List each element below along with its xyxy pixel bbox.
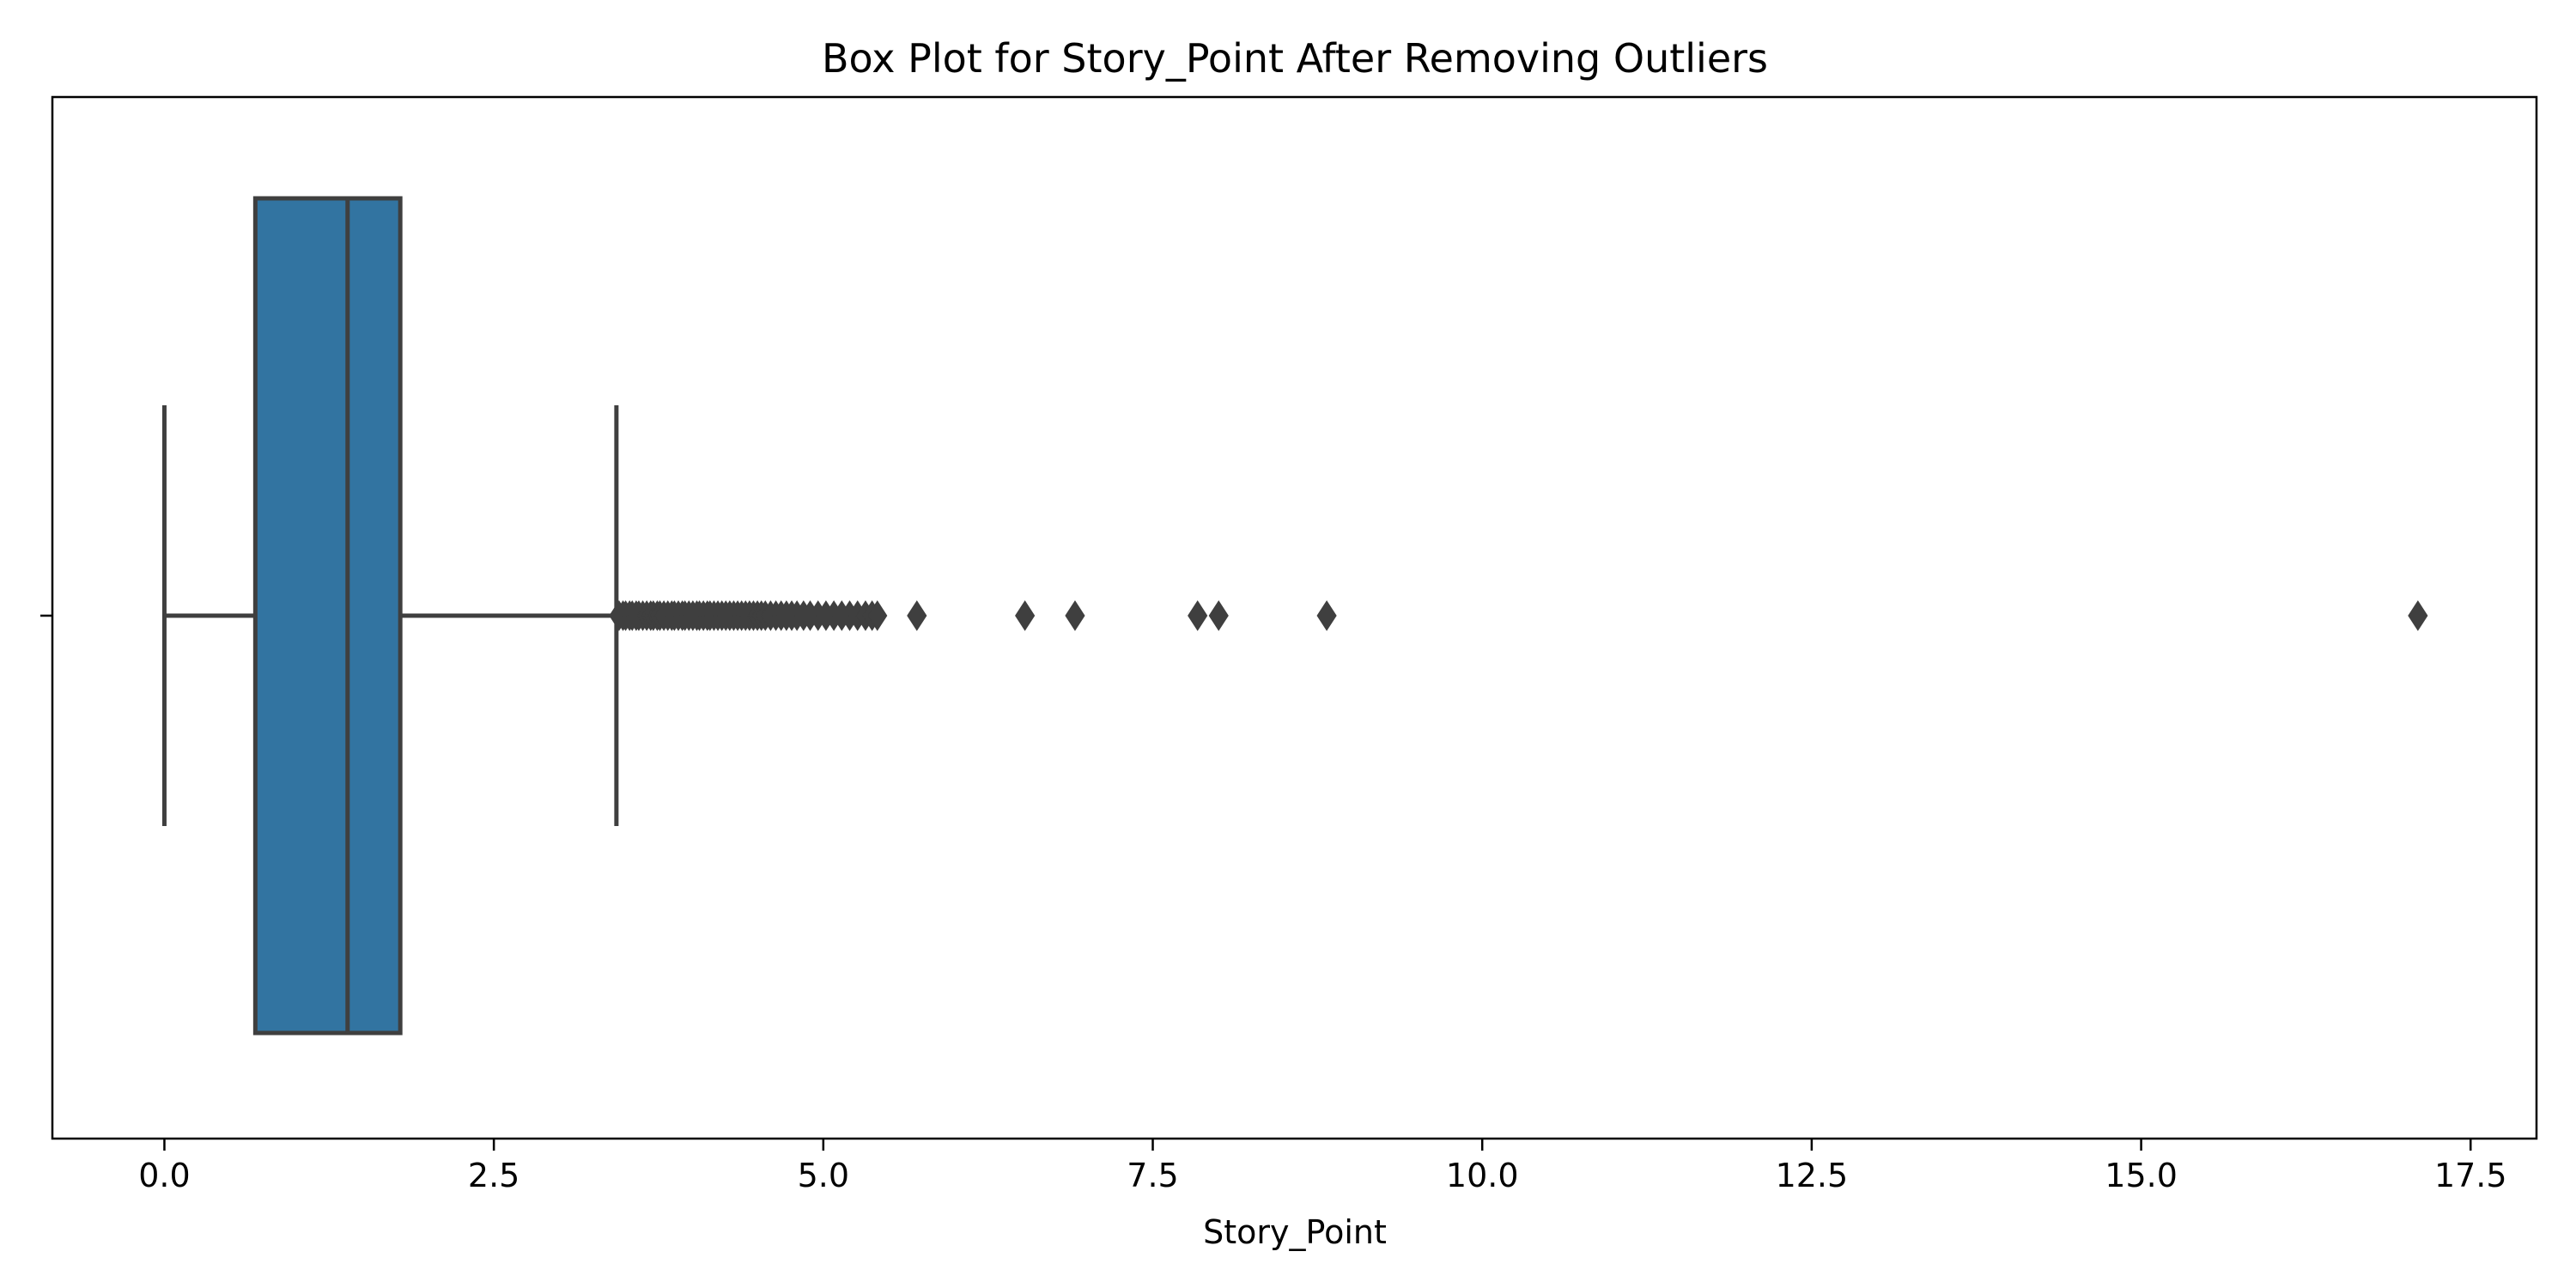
outlier-point (1316, 600, 1337, 631)
x-axis-label: Story_Point (1203, 1213, 1387, 1251)
x-tick-label: 17.5 (2434, 1157, 2507, 1194)
x-tick-label: 15.0 (2105, 1157, 2178, 1194)
plot-area (161, 196, 619, 1036)
outlier-point (1015, 600, 1036, 631)
x-tick-label: 10.0 (1446, 1157, 1519, 1194)
x-tick-label: 2.5 (468, 1157, 519, 1194)
x-tick-label: 12.5 (1776, 1157, 1849, 1194)
outlier-point (2408, 600, 2428, 631)
outlier-point (1188, 600, 1208, 631)
chart-title: Box Plot for Story_Point After Removing … (822, 35, 1768, 82)
x-axis-ticks: 0.0 2.5 5.0 7.5 10.0 12.5 15.0 17.5 (138, 1139, 2507, 1194)
x-tick-label: 5.0 (798, 1157, 849, 1194)
iqr-box (252, 196, 403, 1036)
outlier-point (907, 600, 927, 631)
outlier-point (867, 600, 888, 631)
outlier-point (1065, 600, 1085, 631)
x-tick-label: 7.5 (1127, 1157, 1178, 1194)
axes-frame (51, 95, 2538, 1140)
outlier-point (1208, 600, 1229, 631)
outlier-points (609, 600, 2428, 631)
x-tick-label: 0.0 (138, 1157, 190, 1194)
